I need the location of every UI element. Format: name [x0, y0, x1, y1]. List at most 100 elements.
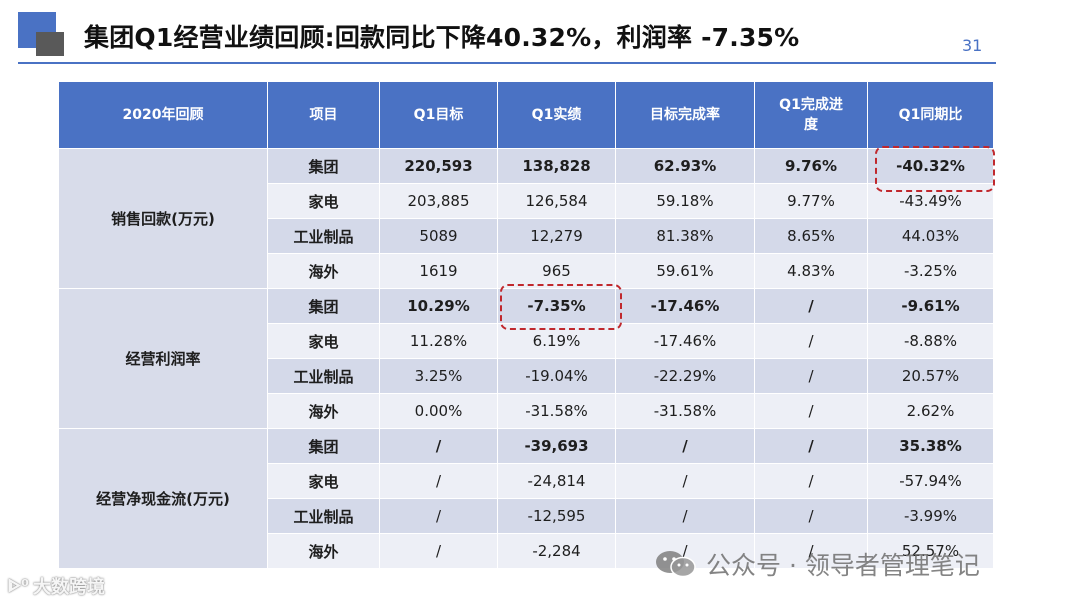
value-cell: -31.58% [615, 393, 755, 429]
value-cell: 220,593 [379, 148, 498, 184]
value-cell: 81.38% [615, 218, 755, 254]
item-cell: 海外 [267, 253, 380, 289]
highlight-profit-margin [500, 284, 622, 330]
value-cell: -8.88% [867, 323, 994, 359]
title-underline [18, 62, 996, 64]
value-cell: / [754, 323, 868, 359]
table-row: 海外 0.00% -31.58% -31.58%/2.62% [59, 393, 994, 429]
item-cell: 集团 [267, 428, 380, 464]
value-cell: 10.29% [379, 288, 498, 324]
category-cell: 经营净现金流(万元) [58, 428, 268, 569]
category-cell: 销售回款(万元) [58, 148, 268, 289]
column-header: Q1实绩 [497, 81, 616, 149]
value-cell: 12,279 [497, 218, 616, 254]
value-cell: 9.76% [754, 148, 868, 184]
value-cell: 11.28% [379, 323, 498, 359]
item-cell: 海外 [267, 393, 380, 429]
table-header-row: 2020年回顾 项目 Q1目标 Q1实绩 目标完成率 Q1完成进度 Q1同期比 [58, 81, 994, 149]
watermark-right: 公众号 · 领导者管理笔记 [654, 546, 980, 582]
value-cell: 9.77% [754, 183, 868, 219]
value-cell: 0.00% [379, 393, 498, 429]
value-cell: 3.25% [379, 358, 498, 394]
logo-icon: ᐈ⁰ [8, 575, 29, 597]
page-number: 31 [962, 36, 983, 55]
value-cell: 138,828 [497, 148, 616, 184]
value-cell: -17.46% [615, 288, 755, 324]
table-row: 家电 203,885 126,584 59.18% 9.77% -43.49% [59, 183, 994, 219]
table-row: 经营利润率 集团 10.29% -7.35% -17.46% / -9.61% [58, 288, 994, 429]
column-header: Q1同期比 [867, 81, 994, 149]
value-cell: 59.18% [615, 183, 755, 219]
value-cell: / [754, 358, 868, 394]
value-cell: / [754, 288, 868, 324]
value-cell: -12,595 [497, 498, 616, 534]
value-cell: / [615, 498, 755, 534]
table-row: 工业制品 3.25% -19.04% -22.29%/20.57% [59, 358, 994, 394]
table-row: 经营净现金流(万元) 集团 / -39,693//35.38% [58, 428, 994, 569]
value-cell: 4.83% [754, 253, 868, 289]
value-cell: -57.94% [867, 463, 994, 499]
column-header: Q1目标 [379, 81, 498, 149]
value-cell: 5089 [379, 218, 498, 254]
column-header: 项目 [267, 81, 380, 149]
value-cell: -24,814 [497, 463, 616, 499]
value-cell: -3.99% [867, 498, 994, 534]
watermark-right-text: 公众号 · 领导者管理笔记 [706, 551, 980, 580]
value-cell: 59.61% [615, 253, 755, 289]
table-row: 销售回款(万元) 集团 220,593 138,828 62.93% 9.76% -40.3… [58, 148, 994, 289]
highlight-yoy-collection [875, 146, 995, 192]
value-cell: -3.25% [867, 253, 994, 289]
column-header: 2020年回顾 [58, 81, 268, 149]
value-cell: -19.04% [497, 358, 616, 394]
value-cell: 1619 [379, 253, 498, 289]
page-title: 集团Q1经营业绩回顾:回款同比下降40.32%，利润率 -7.35% [84, 23, 800, 52]
value-cell: / [754, 463, 868, 499]
value-cell: 8.65% [754, 218, 868, 254]
item-cell: 集团 [267, 148, 380, 184]
title-accent-square-dark [36, 32, 64, 56]
value-cell: / [379, 428, 498, 464]
value-cell: / [754, 428, 868, 464]
item-cell: 家电 [267, 463, 380, 499]
value-cell: 20.57% [867, 358, 994, 394]
value-cell: -43.49% [867, 183, 994, 219]
value-cell: 126,584 [497, 183, 616, 219]
value-cell: / [754, 393, 868, 429]
item-cell: 家电 [267, 323, 380, 359]
value-cell: / [379, 463, 498, 499]
watermark-left-text: 大数跨境 [32, 577, 105, 598]
value-cell: 203,885 [379, 183, 498, 219]
value-cell: -2,284 [497, 533, 616, 569]
value-cell: / [754, 498, 868, 534]
value-cell: / [754, 533, 868, 569]
value-cell: 62.93% [615, 148, 755, 184]
performance-table: 2020年回顾 项目 Q1目标 Q1实绩 目标完成率 Q1完成进度 Q1同期比 … [58, 81, 994, 569]
table-row: 家电 11.28% 6.19% -17.46% / -8.88% [59, 323, 994, 359]
item-cell: 海外 [267, 533, 380, 569]
value-cell: -40.32% [867, 148, 994, 184]
column-header: 目标完成率 [615, 81, 755, 149]
item-cell: 工业制品 [267, 358, 380, 394]
value-cell: / [615, 428, 755, 464]
value-cell: -9.61% [867, 288, 994, 324]
watermark-left: ᐈ⁰ 大数跨境 [8, 573, 105, 599]
value-cell: 35.38% [867, 428, 994, 464]
value-cell: / [615, 463, 755, 499]
value-cell: / [379, 498, 498, 534]
category-cell: 经营利润率 [58, 288, 268, 429]
item-cell: 工业制品 [267, 498, 380, 534]
value-cell: 44.03% [867, 218, 994, 254]
value-cell: -7.35% [497, 288, 616, 324]
item-cell: 家电 [267, 183, 380, 219]
value-cell: -22.29% [615, 358, 755, 394]
table-row: 工业制品 / -12,595// -3.99% [59, 498, 994, 534]
value-cell: -31.58% [497, 393, 616, 429]
value-cell: 52.57% [867, 533, 994, 569]
value-cell: -39,693 [497, 428, 616, 464]
item-cell: 集团 [267, 288, 380, 324]
value-cell: 2.62% [867, 393, 994, 429]
wechat-icon [656, 551, 696, 578]
value-cell: -17.46% [615, 323, 755, 359]
column-header: Q1完成进度 [754, 81, 868, 149]
item-cell: 工业制品 [267, 218, 380, 254]
